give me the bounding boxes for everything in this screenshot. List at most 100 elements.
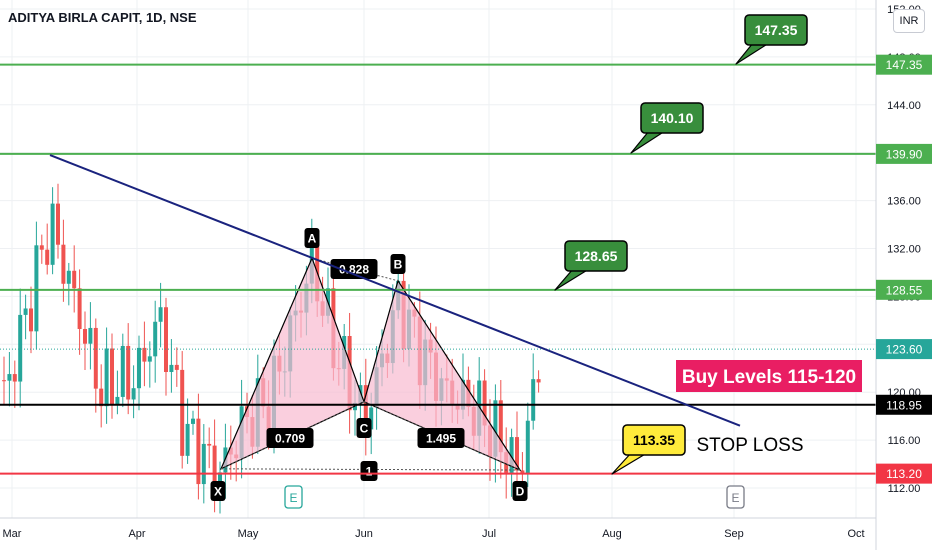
candle-body [34, 245, 39, 332]
buy-levels-label: Buy Levels 115-120 [682, 367, 856, 388]
earnings-marker-2 [726, 485, 745, 509]
pattern-label-c: B [394, 258, 403, 272]
earnings-marker-2-label: E [731, 491, 739, 505]
time-tick-label: Mar [3, 528, 22, 540]
candle-body [115, 396, 120, 406]
last-price-label: 123.60 [886, 343, 923, 357]
pattern-label-x: X [214, 485, 222, 499]
pattern-label-c-bg [390, 254, 406, 274]
price-level-badge-label: 113.20 [886, 467, 922, 481]
candle-body [56, 203, 60, 245]
candle-body [536, 379, 541, 383]
candle-body [83, 328, 87, 344]
buy-levels-box [676, 360, 862, 392]
time-tick-label: Apr [128, 528, 145, 540]
time-tick-label: Aug [602, 528, 622, 540]
candle-body [2, 380, 6, 382]
price-level-badge [876, 143, 932, 164]
candle-body [72, 270, 77, 289]
candle-body [482, 380, 487, 426]
price-level-badge [876, 463, 932, 484]
candle-body [207, 443, 212, 446]
ratio-label-bcd-bg [417, 428, 465, 448]
candle-body [509, 437, 514, 473]
ratio-label-xb-ac: 0.828 [339, 263, 369, 277]
ratio-label-xab-bg [266, 428, 314, 448]
price-axis: 112.00116.00120.00124.00128.00132.00136.… [875, 0, 932, 550]
price-level-badge [876, 54, 932, 75]
candle-body [180, 369, 185, 456]
price-tick-label: 136.00 [887, 196, 921, 208]
callout-113-35-label: 113.35 [633, 432, 675, 448]
candle-body [104, 348, 109, 407]
candle-body [77, 288, 82, 329]
candle-body [7, 374, 12, 381]
candle-body [29, 308, 33, 332]
price-level-badge-label: 128.55 [886, 283, 923, 297]
callout-113-35-pointer [611, 452, 648, 475]
candle-body [147, 356, 152, 362]
candle-body [120, 345, 125, 397]
candle-body [131, 388, 136, 400]
candle-body [88, 327, 93, 344]
candle-body [39, 245, 44, 250]
candle-body [153, 321, 158, 357]
callout-128-65-box [564, 240, 628, 272]
candle-body [174, 364, 179, 370]
candle-body [66, 270, 71, 284]
price-level-badge [876, 394, 932, 415]
candle-body [158, 307, 163, 322]
candle-body [23, 308, 28, 315]
ratio-label-xd: 1 [366, 465, 373, 479]
pattern-label-a: A [308, 232, 317, 246]
candle-body [93, 327, 98, 389]
ratio-label-xab: 0.709 [275, 432, 305, 446]
pattern-label-d-bg [512, 481, 528, 501]
callout-147-35-pointer [735, 42, 770, 65]
candle-body [212, 445, 217, 488]
last-price-badge [876, 339, 932, 360]
callout-113-35-box [622, 424, 686, 456]
callout-147-35-box [744, 14, 808, 46]
candle-body [525, 420, 530, 474]
pattern-label-b: C [360, 422, 369, 436]
callout-128-65-pointer [554, 268, 590, 291]
candle-body [137, 347, 141, 389]
price-tick-label: 144.00 [887, 100, 921, 112]
price-levels [0, 63, 876, 475]
time-tick-label: Jun [355, 528, 373, 540]
candle-body [363, 385, 368, 430]
harmonic-pattern: A B C X D 0.828 0.709 1.495 1 [210, 228, 528, 501]
ratio-label-bcd: 1.495 [426, 432, 456, 446]
candle-body [164, 307, 168, 372]
callout-147-35-label: 147.35 [755, 22, 798, 38]
candle-body [520, 470, 525, 474]
time-tick-label: May [238, 528, 259, 540]
callout-128-65-label: 128.65 [575, 248, 618, 264]
candle-body [99, 388, 104, 407]
time-tick-label: Jul [482, 528, 496, 540]
candle-body [50, 203, 55, 265]
pattern-label-x-bg [210, 481, 226, 501]
candle-body [12, 374, 17, 382]
candle-body [201, 443, 206, 485]
price-tick-label: 116.00 [888, 435, 921, 447]
time-axis: Mar Apr May Jun Jul Aug Sep Oct [0, 517, 876, 540]
price-level-badge-label: 118.95 [886, 398, 922, 412]
candle-body [126, 345, 131, 400]
price-level-badge [876, 279, 932, 300]
pattern-label-b-bg [356, 418, 372, 438]
candle-body [18, 314, 23, 382]
pattern-label-a-bg [304, 228, 320, 248]
currency-button[interactable]: INR [893, 9, 925, 33]
price-level-badge-label: 147.35 [886, 58, 923, 72]
callouts: 147.35 140.10 128.65 113.35 Buy Levels 115-1… [284, 14, 862, 509]
price-tick-label: 132.00 [887, 244, 921, 256]
candle-body [369, 407, 374, 430]
price-level-badge-label: 139.90 [886, 147, 923, 161]
callout-140-10-pointer [630, 130, 666, 154]
trendline-line [49, 154, 741, 427]
candle-body [61, 244, 66, 284]
